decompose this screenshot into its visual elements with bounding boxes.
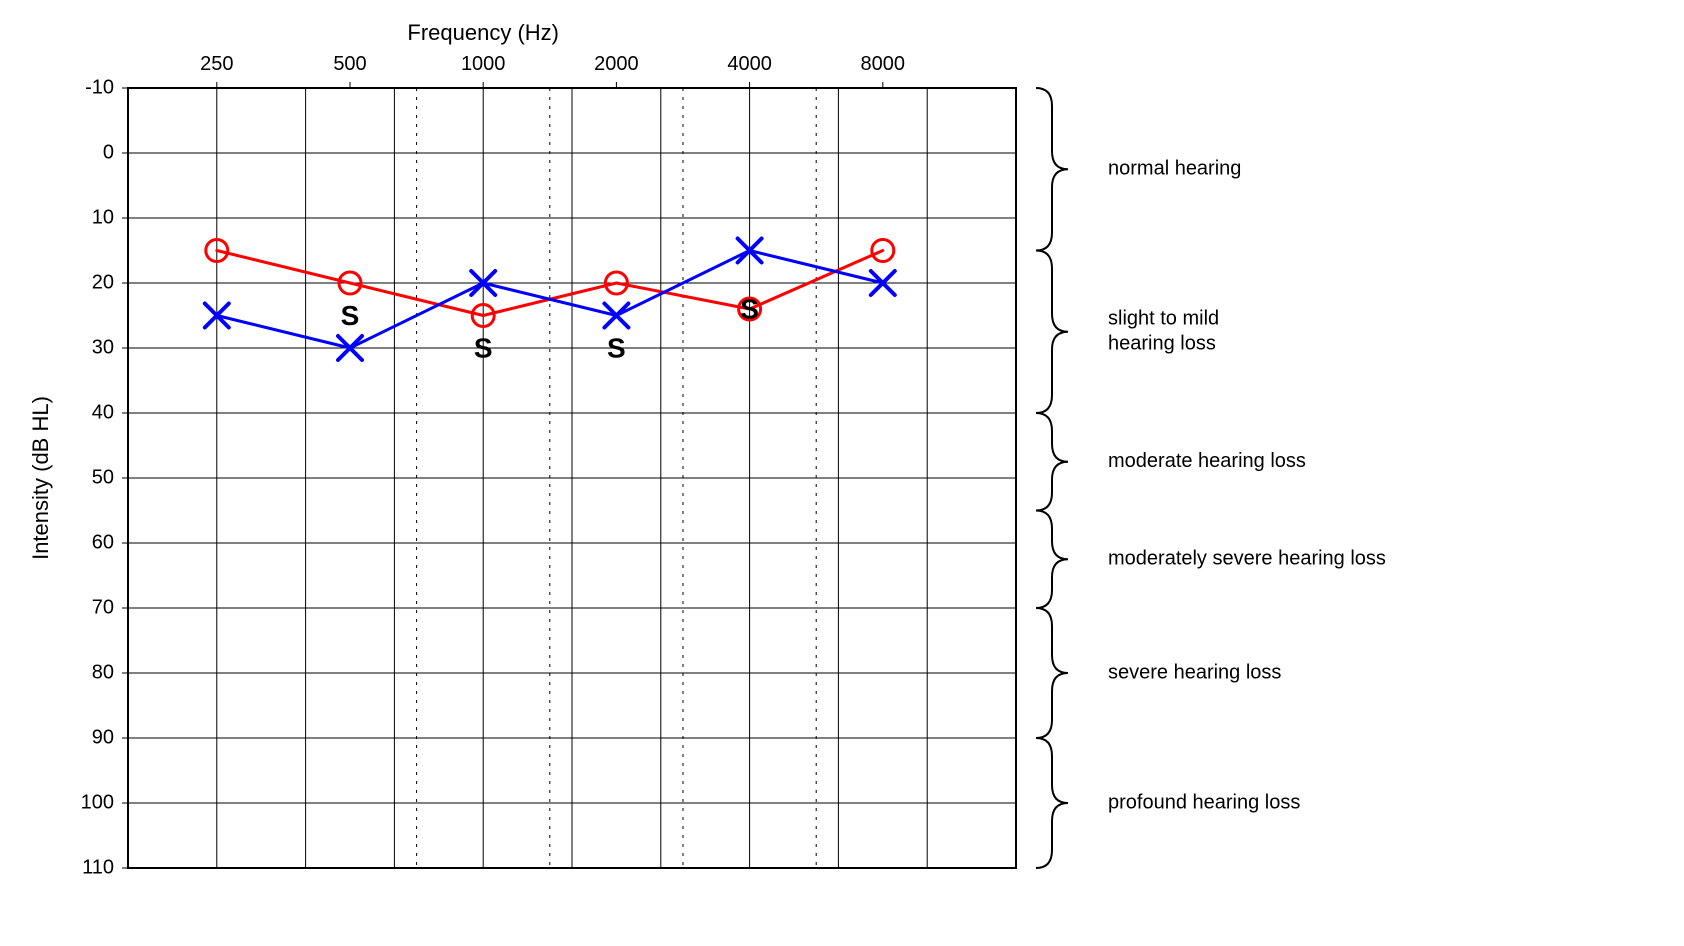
y-tick-label: 0 <box>103 141 114 163</box>
sound-field-marker: S <box>740 294 759 325</box>
x-tick-label: 1000 <box>461 53 506 75</box>
y-tick-label: 30 <box>92 336 114 358</box>
hearing-range-label: profound hearing loss <box>1108 791 1300 813</box>
y-tick-label: -10 <box>85 76 114 98</box>
y-tick-label: 50 <box>92 466 114 488</box>
y-tick-label: 40 <box>92 401 114 423</box>
y-tick-label: 20 <box>92 271 114 293</box>
y-tick-label: 60 <box>92 531 114 553</box>
x-tick-label: 2000 <box>594 53 639 75</box>
hearing-range-label: normal hearing <box>1108 158 1241 180</box>
x-tick-label: 8000 <box>861 53 906 75</box>
hearing-range-label: moderate hearing loss <box>1108 450 1306 472</box>
sound-field-marker: S <box>474 333 493 364</box>
audiogram-chart: -10 0 10 20 30 40 50 60 70 80 90 100 110 250 500 1000 20… <box>0 0 1684 946</box>
y-tick-label: 70 <box>92 596 114 618</box>
x-tick-label: 250 <box>200 53 233 75</box>
sound-field-marker: S <box>341 300 360 331</box>
y-tick-label: 80 <box>92 661 114 683</box>
y-tick-label: 100 <box>81 791 114 813</box>
hearing-range-label: severe hearing loss <box>1108 661 1281 683</box>
y-axis-title: Intensity (dB HL) <box>28 396 53 560</box>
sound-field-marker: S <box>607 333 626 364</box>
y-tick-label: 90 <box>92 726 114 748</box>
x-axis-title: Frequency (Hz) <box>407 20 559 45</box>
y-tick-label: 110 <box>82 856 114 878</box>
hearing-range-label: hearing loss <box>1108 333 1216 355</box>
hearing-range-label: moderately severe hearing loss <box>1108 548 1386 570</box>
x-tick-label: 500 <box>333 53 366 75</box>
hearing-range-label: slight to mild <box>1108 308 1219 330</box>
y-tick-label: 10 <box>92 206 114 228</box>
x-tick-label: 4000 <box>727 53 772 75</box>
